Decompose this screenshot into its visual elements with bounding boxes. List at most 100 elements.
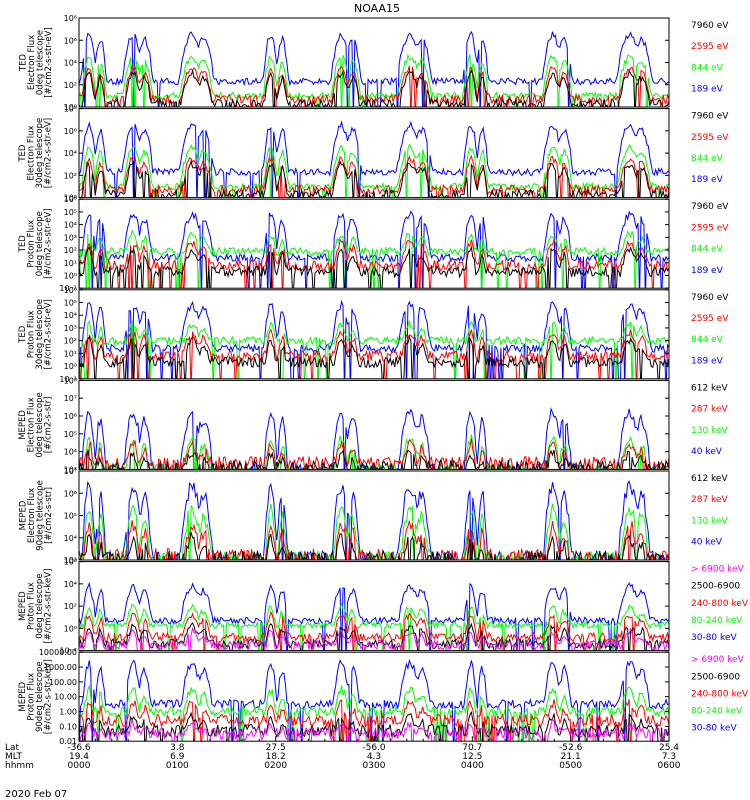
y-tick-label: 10⁻¹ [59,284,77,293]
y-axis-label: [#/cm2-s-str] [44,396,54,453]
x-tick-mlt: 19.4 [69,752,89,762]
legend-entry: 612 keV [691,383,728,393]
x-tick-hhmm: 0200 [264,761,287,771]
y-axis-label: [#/cm2-s-str-eV] [44,27,54,97]
y-axis-label: TED [18,325,28,344]
y-tick-label: 100.00 [49,678,77,687]
panel-frame [78,651,670,742]
x-tick-mlt: 18.2 [266,752,286,762]
y-tick-label: 1.00 [59,708,77,717]
legend-entry: 844 eV [691,63,724,73]
legend-entry: 2595 eV [691,133,729,143]
y-tick-label: 10⁰ [64,271,77,280]
y-tick-label: 10² [64,337,77,346]
x-tick-hhmm: 0100 [166,761,189,771]
series-line-red [79,610,669,651]
series-line-green [79,684,669,742]
y-tick-label: 0.01 [59,737,77,746]
panel-frame [78,198,670,289]
y-tick-label: 10⁵ [64,430,77,439]
y-axis-label: 0deg telescope [35,211,45,276]
y-tick-label: 10⁰ [64,194,77,203]
legend-entry: 844 eV [691,245,724,255]
x-tick-mlt: 7.3 [662,752,676,762]
y-axis-label: 30deg telescope [35,118,45,189]
legend-entry: 189 eV [691,85,724,95]
x-tick-hhmm: 0300 [363,761,386,771]
series-line-blue [79,299,669,379]
y-tick-label: 10⁶ [64,127,77,136]
series-line-blue [79,407,666,470]
y-tick-label: 10⁷ [64,467,77,476]
y-axis-label: [#/cm2-s-str-eV] [44,299,54,369]
legend-entry: 2500-6900 [691,672,740,682]
y-axis-label: Proton Flux [27,310,37,358]
legend-entry: > 6900 keV [691,655,745,665]
y-tick-label: 10⁸ [64,376,77,385]
series-group [79,581,669,651]
y-axis-label: MEPED [18,410,28,440]
series-group [79,120,669,198]
legend-entry: 130 keV [691,516,728,526]
series-group [79,299,669,379]
y-tick-label: 10² [64,171,77,180]
series-group [79,210,669,289]
series-line-black [79,532,665,560]
legend-entry: 7960 eV [691,293,729,303]
series-line-magenta [79,627,669,651]
y-tick-label: 10⁶ [64,286,77,295]
y-axis-label: 90deg telescope [35,661,45,732]
x-tick-mlt: 4.3 [367,752,381,762]
series-line-blue [79,480,669,560]
y-axis-label: TED [18,53,28,72]
legend-entry: 844 eV [691,335,724,345]
y-axis-label: TED [18,235,28,254]
y-axis-label: [#/cm2-s-str] [44,487,54,544]
x-tick-lat: 25.4 [659,743,679,753]
legend-entry: 80-240 keV [691,616,743,626]
y-tick-label: 10² [64,246,77,255]
y-tick-label: 10³ [64,556,77,565]
y-tick-label: 10⁵ [64,512,77,521]
series-line-green [79,143,669,198]
series-line-black [79,245,669,289]
y-tick-label: 1000.00 [44,663,77,672]
date-label: 2020 Feb 07 [5,789,67,800]
y-tick-label: 10⁸ [64,14,77,23]
legend-entry: 7960 eV [691,202,729,212]
legend-entry: 7960 eV [691,21,729,31]
series-line-red [79,237,669,289]
y-axis-label: Electron Flux [27,35,37,90]
y-axis-label: [#/cm2-s-str-eV] [44,209,54,279]
legend-entry: 30-80 keV [691,633,737,643]
y-axis-label: 0deg telescope [35,573,45,638]
legend-entry: 2500-6900 [691,582,740,592]
y-tick-label: 0.10 [59,722,77,731]
series-line-red [79,328,669,379]
y-axis-label: 30deg telescope [35,299,45,370]
x-tick-mlt: 6.9 [170,752,185,762]
y-tick-label: 10000.00 [39,648,77,657]
y-axis-label: Proton Flux [27,220,37,268]
y-tick-label: 10⁷ [64,394,77,403]
series-line-green [79,53,669,107]
y-axis-label: 0deg telescope [35,30,45,95]
y-tick-label: 10⁶ [64,195,77,204]
y-axis-label: MEPED [18,681,28,711]
y-tick-label: 10⁴ [64,149,77,158]
x-tick-lat: 3.8 [170,743,185,753]
y-tick-label: 10⁴ [64,580,77,589]
y-tick-label: 10⁴ [64,59,77,68]
x-tick-hhmm: 0000 [68,761,91,771]
legend-entry: 189 eV [691,356,724,366]
legend-entry: 189 eV [691,175,724,185]
series-line-black [79,622,669,651]
series-line-red [79,64,669,107]
y-tick-label: 10³ [64,324,77,333]
y-tick-label: 10⁶ [64,412,77,421]
